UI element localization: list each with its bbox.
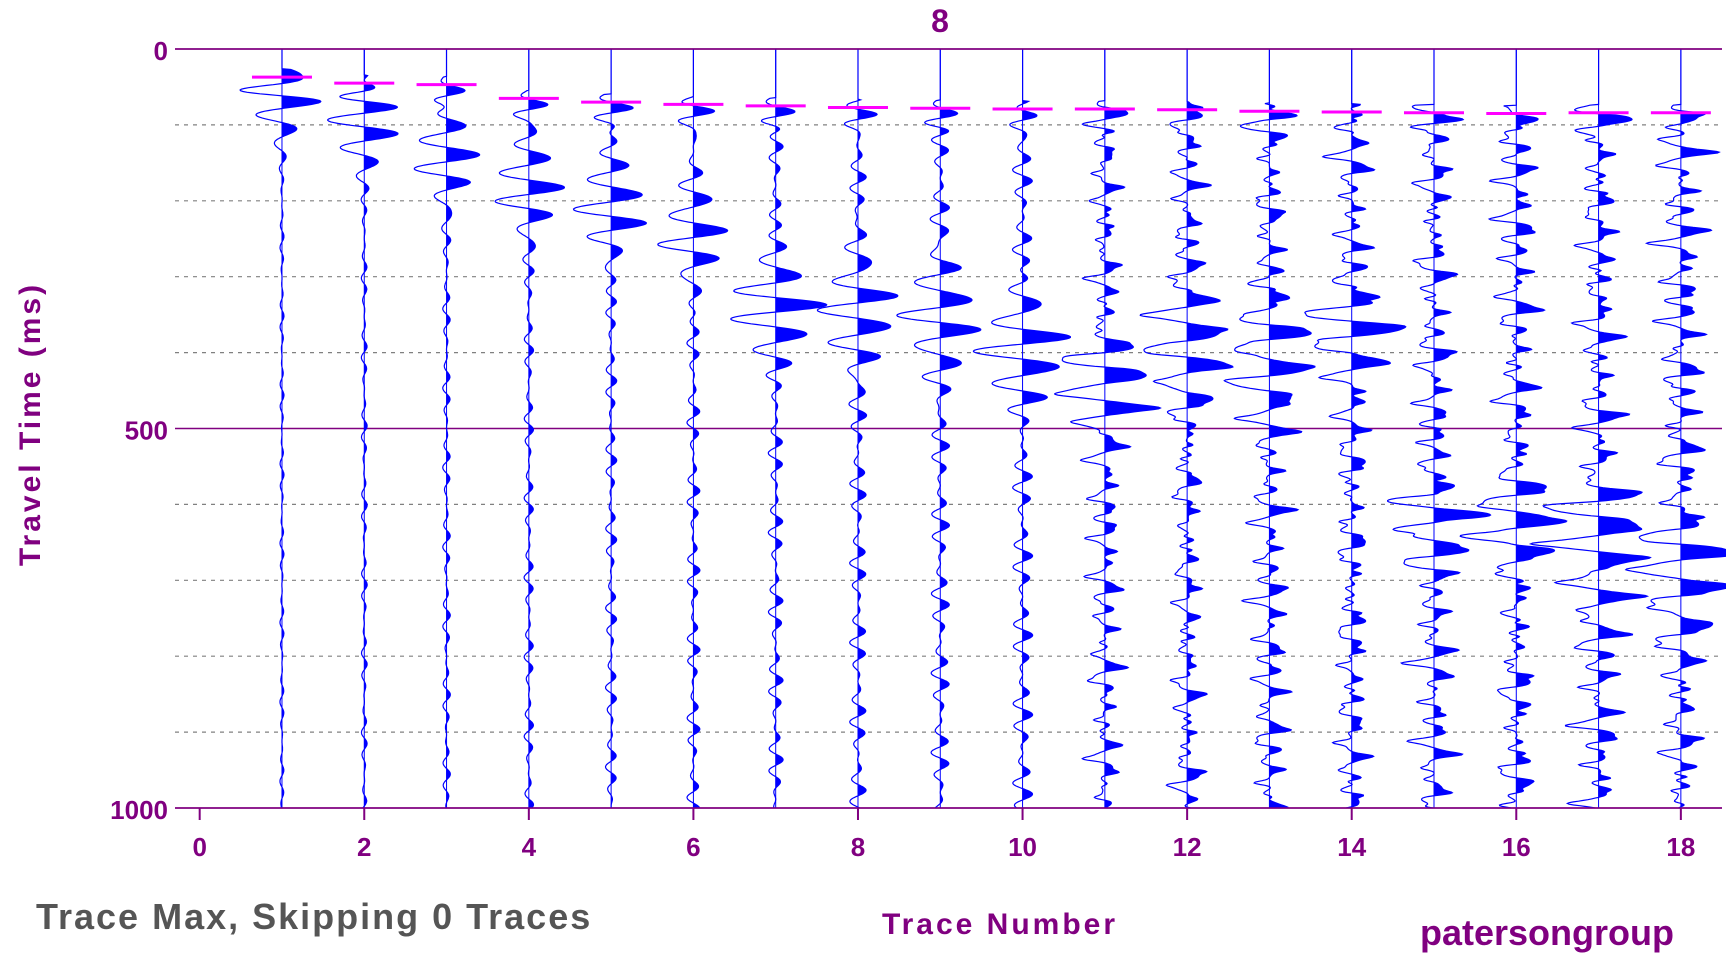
credit-text: patersongroup [1420, 912, 1675, 953]
axis-layer: 0 2 4 6 8 10 12 14 16 18 0 500 1000 [110, 36, 1722, 862]
x-tick-label-8: 8 [851, 832, 865, 862]
trace-10 [972, 49, 1071, 809]
trace-fill-15 [1433, 49, 1491, 808]
y-tick-label-500: 500 [125, 416, 168, 446]
x-tick-label-10: 10 [1008, 832, 1037, 862]
trace-11 [1054, 49, 1162, 809]
chart-title: 8 [931, 3, 949, 39]
pick-layer [251, 75, 1711, 116]
x-tick-label-2: 2 [357, 832, 371, 862]
trace-9 [896, 49, 982, 809]
trace-13 [1223, 49, 1316, 809]
trace-16 [1459, 49, 1568, 809]
trace-fill-3 [446, 49, 480, 808]
x-tick-label-6: 6 [686, 832, 700, 862]
trace-17 [1528, 49, 1652, 809]
trace-layer [239, 49, 1726, 809]
trace-4 [494, 49, 566, 809]
trace-fill-13 [1269, 49, 1315, 808]
trace-fill-14 [1351, 49, 1406, 808]
x-tick-label-16: 16 [1502, 832, 1531, 862]
grid-layer [175, 48, 1722, 809]
y-tick-label-1000: 1000 [110, 795, 168, 825]
y-axis-label: Travel Time (ms) [14, 282, 47, 566]
trace-12 [1139, 49, 1234, 809]
trace-1 [239, 49, 322, 809]
trace-8 [816, 49, 899, 809]
x-tick-label-0: 0 [192, 832, 206, 862]
x-tick-label-18: 18 [1666, 832, 1695, 862]
trace-6 [657, 49, 729, 809]
trace-15 [1386, 49, 1492, 809]
trace-3 [413, 49, 481, 809]
x-tick-label-12: 12 [1173, 832, 1202, 862]
x-tick-label-14: 14 [1337, 832, 1366, 862]
trace-2 [327, 49, 399, 809]
trace-5 [572, 49, 647, 809]
x-axis-label: Trace Number [882, 908, 1118, 941]
x-tick-label-4: 4 [522, 832, 537, 862]
y-tick-label-0: 0 [154, 36, 168, 66]
trace-14 [1304, 49, 1407, 809]
status-text: Trace Max, Skipping 0 Traces [36, 896, 593, 937]
trace-18 [1624, 49, 1726, 809]
trace-fill-1 [281, 49, 321, 808]
trace-7 [730, 49, 828, 809]
trace-fill-8 [857, 49, 898, 808]
